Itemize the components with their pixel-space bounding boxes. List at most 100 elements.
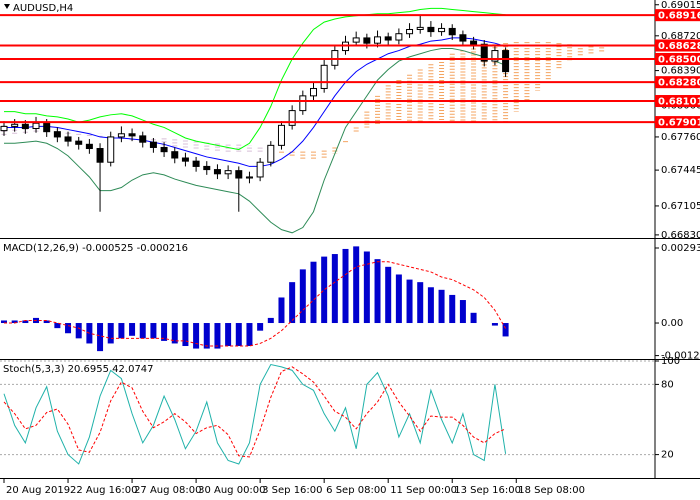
macd-bar <box>502 323 509 337</box>
candle-body <box>267 144 275 163</box>
macd-bar <box>171 323 178 344</box>
indicator-line <box>4 47 506 234</box>
candle-body <box>117 133 125 138</box>
candle-body <box>11 123 19 127</box>
candle-body <box>331 50 339 66</box>
candle-body <box>75 140 83 145</box>
macd-bar <box>417 282 424 324</box>
macd-bar <box>203 323 210 349</box>
candle-body <box>459 34 467 42</box>
y-tick-label: 20 <box>661 450 674 461</box>
macd-bar <box>459 300 466 324</box>
macd-bar <box>107 323 114 344</box>
candle-body <box>171 151 179 159</box>
y-tick-label: 0.67445 <box>661 165 700 176</box>
macd-bar <box>395 274 402 324</box>
macd-bar <box>139 323 146 339</box>
candle-body <box>406 28 414 35</box>
candle-body <box>43 122 51 133</box>
candle-body <box>96 148 104 163</box>
x-tick-label: 22 Aug 16:00 <box>70 485 137 496</box>
level-label-box <box>655 52 700 65</box>
macd-bar <box>406 279 413 324</box>
level-label: 0.68280 <box>658 78 700 89</box>
candle-body <box>235 170 243 179</box>
candle-body <box>502 50 510 73</box>
candle-body <box>21 123 29 130</box>
x-tick-label: 18 Sep 08:00 <box>518 485 585 496</box>
candle-body <box>277 124 285 146</box>
stoch-line <box>3 366 506 458</box>
indicator-line <box>4 37 506 167</box>
macd-bar <box>182 323 189 347</box>
candle-body <box>448 27 456 36</box>
symbol-icon <box>4 4 10 9</box>
y-tick-label: 0.67105 <box>661 201 700 212</box>
candle-body <box>85 143 93 150</box>
candle-body <box>256 161 264 178</box>
macd-bar <box>214 323 221 349</box>
y-tick-label: 0.67760 <box>661 132 700 143</box>
candle-body <box>245 176 253 179</box>
stoch-line <box>3 363 507 465</box>
macd-bar <box>449 294 456 324</box>
macd-bar <box>331 254 338 324</box>
macd-bar <box>150 323 157 339</box>
y-tick-label: 80 <box>661 379 674 390</box>
candle-body <box>64 136 72 142</box>
level-label: 0.68916 <box>658 11 700 22</box>
macd-bar <box>438 289 445 324</box>
macd-bar <box>54 323 61 329</box>
macd-bar <box>310 261 317 324</box>
signal-line <box>4 261 507 347</box>
macd-bar <box>257 323 264 331</box>
panel-title: MACD(12,26,9) -0.000525 -0.000216 <box>3 243 188 254</box>
macd-bar <box>225 323 232 347</box>
candle-body <box>299 95 307 112</box>
macd-bar <box>11 320 18 324</box>
candle-body <box>438 27 446 33</box>
macd-bar <box>65 323 72 334</box>
macd-bar <box>193 323 200 349</box>
y-tick-label: 0.68720 <box>661 31 700 42</box>
candle-body <box>374 36 382 44</box>
level-label-box <box>655 39 700 52</box>
level-label: 0.68500 <box>658 54 700 65</box>
candle-body <box>320 64 328 89</box>
macd-bar <box>374 259 381 324</box>
candle-body <box>213 169 221 175</box>
panel-title: Stoch(5,3,3) 20.6955 42.0747 <box>3 364 154 375</box>
level-label: 0.67901 <box>658 118 700 129</box>
candle-body <box>309 87 317 97</box>
x-tick-label: 6 Sep 08:00 <box>326 485 386 496</box>
macd-bar <box>299 269 306 324</box>
x-tick-label: 13 Sep 16:00 <box>454 485 521 496</box>
level-label-box <box>655 95 700 108</box>
macd-bar <box>278 297 285 324</box>
level-label-box <box>655 76 700 89</box>
candle-body <box>288 110 296 126</box>
macd-bar <box>289 282 296 324</box>
macd-bar <box>321 256 328 324</box>
candle-body <box>149 141 157 148</box>
macd-bar <box>235 323 242 347</box>
y-tick-label: -0.001275 <box>661 351 700 362</box>
candle-body <box>480 43 488 62</box>
level-label-box <box>655 9 700 22</box>
candle-body <box>395 33 403 41</box>
candle-body <box>491 50 499 62</box>
y-tick-label: 0.66830 <box>661 230 700 241</box>
macd-bar <box>22 320 29 324</box>
candle-body <box>139 135 147 143</box>
x-tick-label: 20 Aug 2019 <box>6 485 70 496</box>
candle-body <box>416 26 424 30</box>
macd-bar <box>97 323 104 352</box>
candle-body <box>427 26 435 33</box>
level-label: 0.68628 <box>658 41 700 52</box>
macd-bar <box>246 323 253 347</box>
candle-body <box>160 146 168 153</box>
macd-bar <box>129 323 136 336</box>
